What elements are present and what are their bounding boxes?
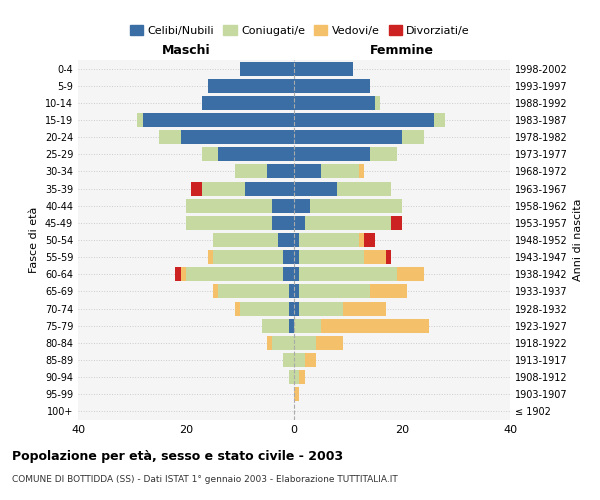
Bar [305, 216, 391, 230]
Bar [359, 164, 364, 178]
Bar [202, 96, 294, 110]
Bar [235, 164, 267, 178]
Bar [208, 78, 294, 92]
Bar [181, 130, 294, 144]
Bar [310, 198, 402, 212]
Bar [267, 164, 294, 178]
Bar [202, 148, 218, 162]
Bar [294, 113, 434, 127]
Bar [299, 233, 359, 247]
Bar [294, 284, 299, 298]
Bar [240, 62, 294, 76]
Bar [218, 284, 289, 298]
Bar [262, 318, 289, 332]
Bar [289, 302, 294, 316]
Bar [218, 148, 294, 162]
Legend: Celibi/Nubili, Coniugati/e, Vedovi/e, Divorziati/e: Celibi/Nubili, Coniugati/e, Vedovi/e, Di… [125, 20, 475, 40]
Bar [386, 250, 391, 264]
Bar [289, 318, 294, 332]
Bar [299, 370, 305, 384]
Bar [299, 302, 343, 316]
Bar [294, 96, 375, 110]
Bar [294, 78, 370, 92]
Bar [289, 284, 294, 298]
Bar [272, 336, 294, 350]
Bar [159, 130, 181, 144]
Bar [272, 216, 294, 230]
Bar [391, 216, 402, 230]
Bar [321, 318, 429, 332]
Bar [137, 113, 143, 127]
Bar [299, 250, 364, 264]
Text: Maschi: Maschi [161, 44, 211, 57]
Bar [186, 268, 283, 281]
Bar [208, 250, 213, 264]
Bar [294, 216, 305, 230]
Bar [213, 250, 283, 264]
Bar [213, 284, 218, 298]
Bar [397, 268, 424, 281]
Bar [186, 198, 272, 212]
Bar [316, 336, 343, 350]
Text: Popolazione per età, sesso e stato civile - 2003: Popolazione per età, sesso e stato civil… [12, 450, 343, 463]
Bar [364, 233, 375, 247]
Text: Femmine: Femmine [370, 44, 434, 57]
Bar [181, 268, 186, 281]
Bar [434, 113, 445, 127]
Bar [359, 233, 364, 247]
Bar [202, 182, 245, 196]
Bar [294, 198, 310, 212]
Bar [272, 198, 294, 212]
Bar [278, 233, 294, 247]
Bar [294, 62, 353, 76]
Bar [294, 164, 321, 178]
Bar [240, 302, 289, 316]
Bar [294, 370, 299, 384]
Bar [283, 250, 294, 264]
Bar [245, 182, 294, 196]
Bar [235, 302, 240, 316]
Bar [294, 388, 299, 402]
Bar [143, 113, 294, 127]
Bar [299, 268, 397, 281]
Bar [294, 130, 402, 144]
Bar [191, 182, 202, 196]
Bar [375, 96, 380, 110]
Bar [294, 268, 299, 281]
Bar [299, 284, 370, 298]
Bar [294, 302, 299, 316]
Bar [370, 284, 407, 298]
Bar [294, 336, 316, 350]
Bar [213, 233, 278, 247]
Bar [283, 353, 294, 367]
Y-axis label: Anni di nascita: Anni di nascita [573, 198, 583, 281]
Bar [289, 370, 294, 384]
Bar [175, 268, 181, 281]
Bar [294, 250, 299, 264]
Bar [294, 182, 337, 196]
Bar [370, 148, 397, 162]
Bar [402, 130, 424, 144]
Bar [294, 318, 321, 332]
Bar [283, 268, 294, 281]
Bar [294, 353, 305, 367]
Y-axis label: Fasce di età: Fasce di età [29, 207, 39, 273]
Bar [186, 216, 272, 230]
Bar [267, 336, 272, 350]
Bar [294, 148, 370, 162]
Bar [305, 353, 316, 367]
Text: COMUNE DI BOTTIDDA (SS) - Dati ISTAT 1° gennaio 2003 - Elaborazione TUTTITALIA.I: COMUNE DI BOTTIDDA (SS) - Dati ISTAT 1° … [12, 475, 398, 484]
Bar [364, 250, 386, 264]
Bar [321, 164, 359, 178]
Bar [294, 233, 299, 247]
Bar [337, 182, 391, 196]
Bar [343, 302, 386, 316]
